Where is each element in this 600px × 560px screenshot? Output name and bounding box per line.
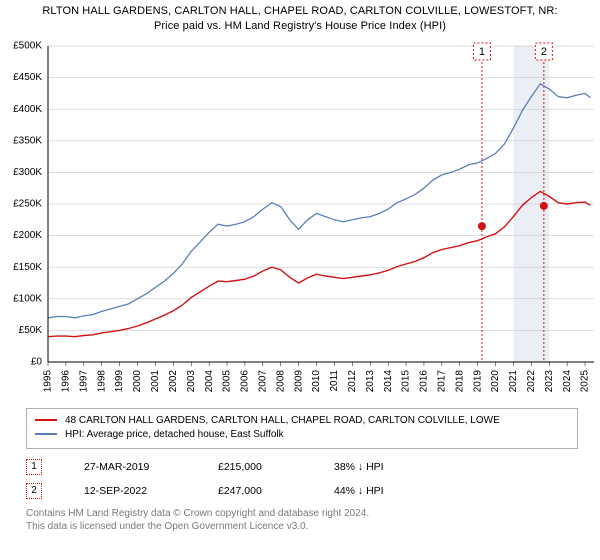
marker-badge-text: 2 [541,46,547,58]
x-axis-label: 2016 [419,369,430,392]
y-axis-label: £400K [13,104,42,115]
x-axis-label: 2007 [257,369,268,392]
y-axis-label: £300K [13,167,42,178]
x-axis-label: 2000 [132,369,143,392]
marker-badge: 2 [26,483,42,499]
title-line-1: RLTON HALL GARDENS, CARLTON HALL, CHAPEL… [6,4,594,19]
y-axis-label: £200K [13,230,42,241]
marker-dot [478,222,486,230]
legend-label: 48 CARLTON HALL GARDENS, CARLTON HALL, C… [65,415,500,426]
x-axis-label: 2002 [168,369,179,392]
legend-label: HPI: Average price, detached house, East… [65,429,284,440]
marker-date: 27-MAR-2019 [84,461,176,473]
x-axis-label: 1996 [61,369,72,392]
x-axis-label: 1998 [96,369,107,392]
marker-date: 12-SEP-2022 [84,485,176,497]
y-axis-label: £50K [19,325,43,336]
x-axis-label: 2009 [293,369,304,392]
x-axis-label: 2019 [472,369,483,392]
x-axis-label: 2003 [186,369,197,392]
x-axis-label: 2013 [365,369,376,392]
series-hpi [48,84,590,318]
marker-badge-text: 1 [479,46,485,58]
x-axis-label: 2005 [222,369,233,392]
attribution: Contains HM Land Registry data © Crown c… [26,507,574,534]
x-axis-label: 2024 [562,369,573,392]
x-axis-label: 2004 [204,369,215,392]
chart-svg: £0 £50K £100K £150K £200K £250K £300K £350K £400… [0,40,600,400]
x-axis-label: 2014 [383,369,394,392]
y-axis-label: £500K [13,40,42,51]
series-paid [48,191,590,336]
legend-box: 48 CARLTON HALL GARDENS, CARLTON HALL, C… [26,408,578,449]
attribution-line-2: This data is licensed under the Open Gov… [26,520,574,534]
marker-table: 1 27-MAR-2019 £215,000 38% ↓ HPI 2 12-SEP-202… [26,459,574,499]
legend-swatch [35,433,57,435]
x-axis-label: 2006 [240,369,251,392]
marker-price: £247,000 [218,485,292,497]
marker-dot [540,202,548,210]
marker-price: £215,000 [218,461,292,473]
x-axis-label: 1999 [114,369,125,392]
attribution-line-1: Contains HM Land Registry data © Crown c… [26,507,574,521]
y-axis-label: £150K [13,262,42,273]
marker-pct: 44% ↓ HPI [334,485,384,497]
x-axis-label: 2021 [508,369,519,392]
x-axis-label: 2008 [275,369,286,392]
x-axis-label: 2018 [454,369,465,392]
chart-area: £0 £50K £100K £150K £200K £250K £300K £350K £400… [0,40,600,400]
x-axis-label: 2010 [311,369,322,392]
x-axis-label: 2017 [436,369,447,392]
x-axis-label: 2022 [526,369,537,392]
y-axis-label: £0 [31,356,43,367]
marker-table-row: 2 12-SEP-2022 £247,000 44% ↓ HPI [26,483,574,499]
x-axis-label: 2020 [490,369,501,392]
x-axis-label: 1997 [78,369,89,392]
y-axis-label: £250K [13,198,42,209]
y-axis-label: £350K [13,135,42,146]
legend-row: 48 CARLTON HALL GARDENS, CARLTON HALL, C… [35,415,569,426]
x-axis-label: 2025 [580,369,591,392]
x-axis-label: 2015 [401,369,412,392]
y-axis-label: £100K [13,293,42,304]
legend-swatch [35,419,57,421]
marker-pct: 38% ↓ HPI [334,461,384,473]
y-axis-label: £450K [13,72,42,83]
x-axis-label: 2011 [329,369,340,391]
marker-table-row: 1 27-MAR-2019 £215,000 38% ↓ HPI [26,459,574,475]
x-axis-label: 2012 [347,369,358,392]
x-axis-label: 2023 [544,369,555,392]
x-axis-label: 2001 [150,369,161,392]
marker-badge: 1 [26,459,42,475]
title-line-2: Price paid vs. HM Land Registry's House … [6,19,594,34]
legend-row: HPI: Average price, detached house, East… [35,429,569,440]
x-axis-label: 1995 [43,369,54,392]
